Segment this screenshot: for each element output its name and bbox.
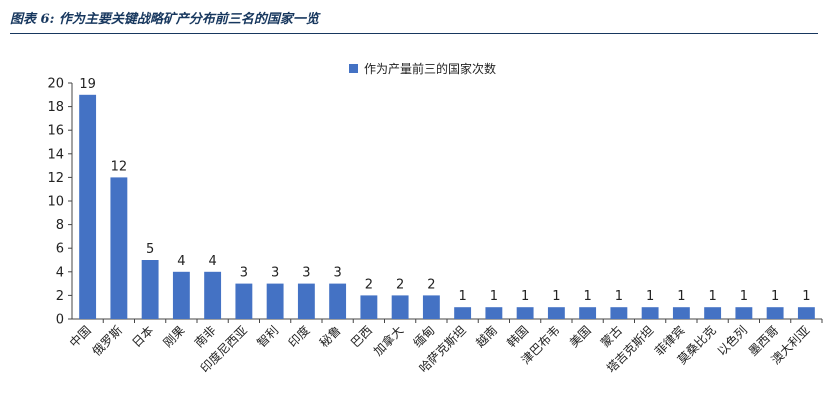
data-label: 4 xyxy=(177,254,185,269)
y-tick-label: 18 xyxy=(47,100,64,115)
bar xyxy=(641,307,659,319)
y-tick-label: 16 xyxy=(47,124,64,139)
bar xyxy=(610,307,628,319)
data-label: 1 xyxy=(458,289,466,304)
bar xyxy=(141,260,159,319)
bar xyxy=(266,283,284,319)
data-label: 5 xyxy=(146,242,154,257)
data-label: 2 xyxy=(365,277,373,292)
category-label: 越南 xyxy=(472,323,500,351)
bar xyxy=(297,283,315,319)
category-label: 韩国 xyxy=(504,323,532,351)
bar xyxy=(766,307,784,319)
bar xyxy=(172,271,190,319)
data-label: 3 xyxy=(240,266,248,281)
category-label: 缅甸 xyxy=(411,323,438,350)
bar xyxy=(735,307,753,319)
bar xyxy=(547,307,565,319)
category-label: 巴西 xyxy=(348,323,375,350)
bar xyxy=(422,295,440,319)
y-tick-label: 12 xyxy=(47,171,64,186)
y-tick-label: 4 xyxy=(56,265,64,280)
data-label: 1 xyxy=(583,289,591,304)
data-label: 1 xyxy=(490,289,498,304)
data-label: 3 xyxy=(271,266,279,281)
category-label: 蒙古 xyxy=(597,323,625,351)
bar xyxy=(579,307,597,319)
y-tick-label: 14 xyxy=(47,147,64,162)
legend: 作为产量前三的国家次数 xyxy=(349,61,496,76)
figure-title: 图表 6: 作为主要关键战略矿产分布前三名的国家一览 xyxy=(10,12,319,27)
category-label: 秘鲁 xyxy=(317,323,344,350)
data-label: 1 xyxy=(771,289,779,304)
category-label: 中国 xyxy=(66,323,94,351)
data-label: 3 xyxy=(302,266,310,281)
y-tick-label: 20 xyxy=(47,77,64,92)
category-label: 以色列 xyxy=(715,323,750,358)
y-tick-label: 2 xyxy=(56,289,64,304)
data-label: 2 xyxy=(396,277,404,292)
data-label: 2 xyxy=(427,277,435,292)
data-label: 3 xyxy=(333,266,341,281)
data-label: 1 xyxy=(615,289,623,304)
y-tick-label: 10 xyxy=(47,195,64,210)
bar xyxy=(204,271,222,319)
category-label: 日本 xyxy=(129,323,156,350)
bar xyxy=(797,307,815,319)
bar xyxy=(235,283,253,319)
category-label: 俄罗斯 xyxy=(90,323,125,358)
category-label: 智利 xyxy=(254,323,282,351)
category-label: 美国 xyxy=(567,323,594,350)
bar xyxy=(672,307,690,319)
bar xyxy=(110,177,128,319)
data-label: 1 xyxy=(552,289,560,304)
y-tick-label: 0 xyxy=(56,313,64,328)
category-label: 南非 xyxy=(191,323,219,351)
data-label: 1 xyxy=(521,289,529,304)
data-label: 1 xyxy=(646,289,654,304)
bars xyxy=(79,94,815,319)
bar xyxy=(79,94,97,319)
title-rule xyxy=(10,33,818,34)
bar xyxy=(516,307,534,319)
data-label: 12 xyxy=(111,159,128,174)
y-tick-label: 8 xyxy=(56,218,64,233)
y-tick-label: 6 xyxy=(56,242,64,257)
data-label: 1 xyxy=(740,289,748,304)
bar xyxy=(704,307,722,319)
bar xyxy=(454,307,472,319)
category-label: 刚果 xyxy=(161,323,188,350)
data-labels: 19 12 5 4 4 3 3 3 3 2 2 2 1 1 1 1 1 1 1 1 1 1 1 1 xyxy=(79,77,810,304)
bar xyxy=(391,295,409,319)
legend-label: 作为产量前三的国家次数 xyxy=(364,61,496,76)
data-label: 1 xyxy=(708,289,716,304)
y-ticks: 0 2 4 6 8 10 12 14 16 18 20 xyxy=(47,77,72,328)
category-label: 印度 xyxy=(285,323,313,351)
bar xyxy=(360,295,378,319)
data-label: 19 xyxy=(79,77,96,92)
category-label: 加拿大 xyxy=(370,323,406,359)
bar xyxy=(485,307,503,319)
legend-swatch xyxy=(349,64,358,73)
data-label: 1 xyxy=(677,289,685,304)
bar xyxy=(329,283,347,319)
data-label: 4 xyxy=(208,254,216,269)
data-label: 1 xyxy=(802,289,810,304)
